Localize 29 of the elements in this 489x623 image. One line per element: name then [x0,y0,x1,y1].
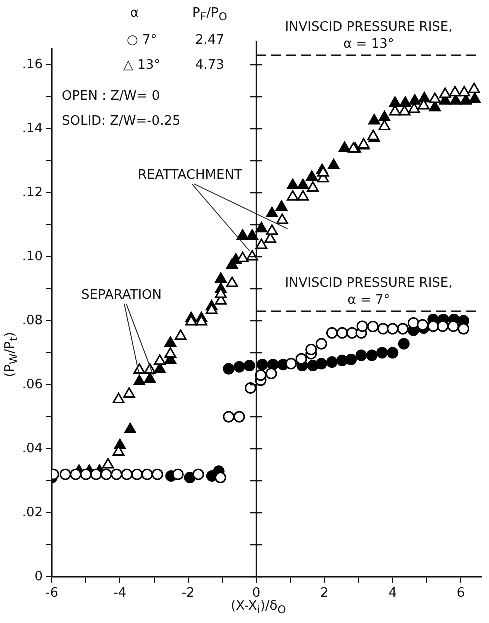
y-tick-label: .14 [22,121,43,136]
annotation: INVISCID PRESSURE RISE, α = 7° [284,276,454,309]
annotation: 4.73 [196,58,224,74]
annotation: △ 13° [124,58,161,74]
text: P$_{F}$/P$_{O}$ [192,6,228,24]
x-tick-label: 4 [388,586,398,602]
x-tick-label: 0 [252,586,261,602]
annotation: OPEN : Z/W= 0 [62,89,160,105]
annotation: REATTACHMENT [138,168,242,184]
x-tick-label: 2 [320,586,329,602]
y-tick-label: 0 [34,569,43,584]
x-tick-label: -6 [46,586,58,602]
y-tick-label: .04 [22,441,43,456]
x-tick-label: -4 [114,586,127,602]
y-tick-label: .06 [22,377,43,392]
text: 2.47 [196,33,224,49]
text: ○ 7° [127,33,158,49]
annotation: SEPARATION [82,288,162,304]
y-tick-label: .02 [22,505,43,520]
x-tick-label: 6 [456,586,466,602]
y-tick-label: .08 [22,313,43,328]
y-tick-label: .16 [22,57,43,72]
y-tick-label: .12 [22,185,43,200]
annotation: SOLID: Z/W=-0.25 [62,114,181,130]
annotation: INVISCID PRESSURE RISE, α = 13° [284,20,454,53]
text: α [130,6,140,22]
x-axis-title: (X-X$_{i}$)/δ$_{O}$ [231,599,286,617]
y-tick-label: .10 [22,249,43,264]
x-tick-label: -2 [182,586,195,602]
